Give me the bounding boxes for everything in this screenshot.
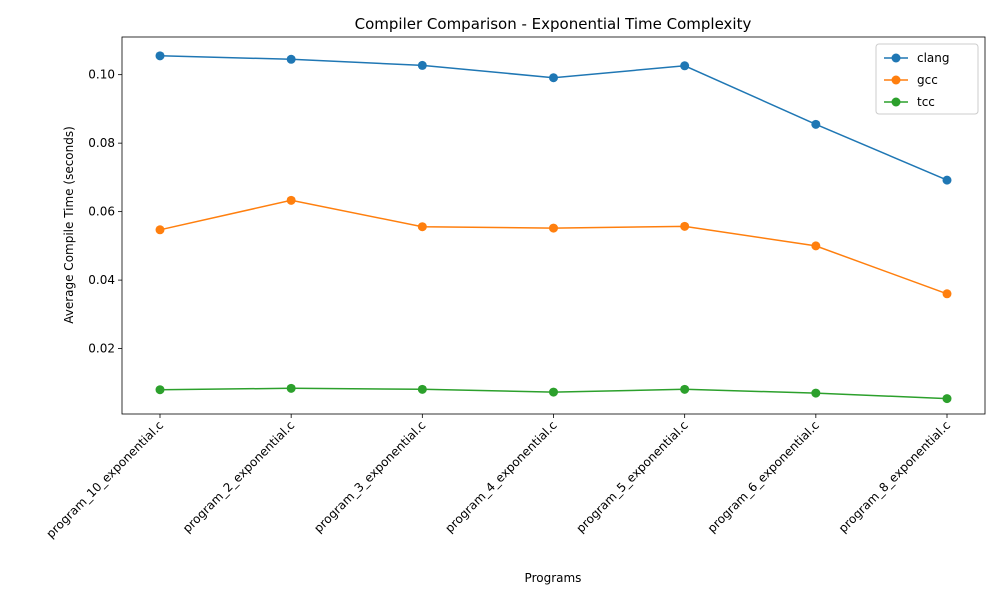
data-point-gcc [549,223,558,233]
data-point-gcc [680,221,690,231]
y-tick-label: 0.08 [88,136,115,150]
legend-label-tcc: tcc [917,95,935,109]
series-line-gcc [159,199,948,295]
data-point-tcc [417,384,427,394]
data-point-tcc [549,387,558,397]
data-point-clang [549,73,558,83]
legend-marker-gcc [891,75,901,85]
legend-marker-clang [891,53,901,63]
x-tick-label: program_2_exponential.c [180,418,297,535]
legend-label-clang: clang [917,51,950,65]
legend-marker-tcc [891,97,901,107]
y-tick-label: 0.02 [88,342,115,356]
data-point-clang [811,119,821,129]
data-point-tcc [942,394,952,404]
legend-label-gcc: gcc [917,73,938,87]
plot-area: 0.02 0.04 0.06 0.08 0.10 program_10_exponenti… [43,36,986,541]
x-axis-label: Programs [525,571,582,585]
data-point-gcc [942,289,952,299]
data-point-clang [417,60,427,70]
y-tick-label: 0.10 [88,68,115,82]
data-point-tcc [811,388,821,398]
data-point-clang [680,61,690,71]
chart-title: Compiler Comparison - Exponential Time C… [355,15,752,33]
data-point-clang [942,175,952,185]
x-tick-label: program_5_exponential.c [574,418,691,535]
data-point-gcc [155,225,165,235]
x-tick-label: program_3_exponential.c [311,418,428,535]
y-tick-label: 0.06 [88,205,115,219]
data-point-clang [286,54,296,64]
data-point-gcc [286,195,296,205]
data-point-gcc [417,222,427,232]
x-tick-label: program_4_exponential.c [442,418,559,535]
x-tick-label: program_6_exponential.c [705,418,822,535]
data-point-tcc [680,384,690,394]
data-point-tcc [155,385,165,395]
data-point-clang [155,51,165,61]
y-tick-label: 0.04 [88,273,115,287]
y-axis-label: Average Compile Time (seconds) [62,126,76,324]
x-tick-label: program_10_exponential.c [43,418,166,541]
data-point-tcc [286,383,296,393]
x-tick-label: program_8_exponential.c [836,418,953,535]
data-point-gcc [811,241,821,251]
legend-box [875,43,979,115]
